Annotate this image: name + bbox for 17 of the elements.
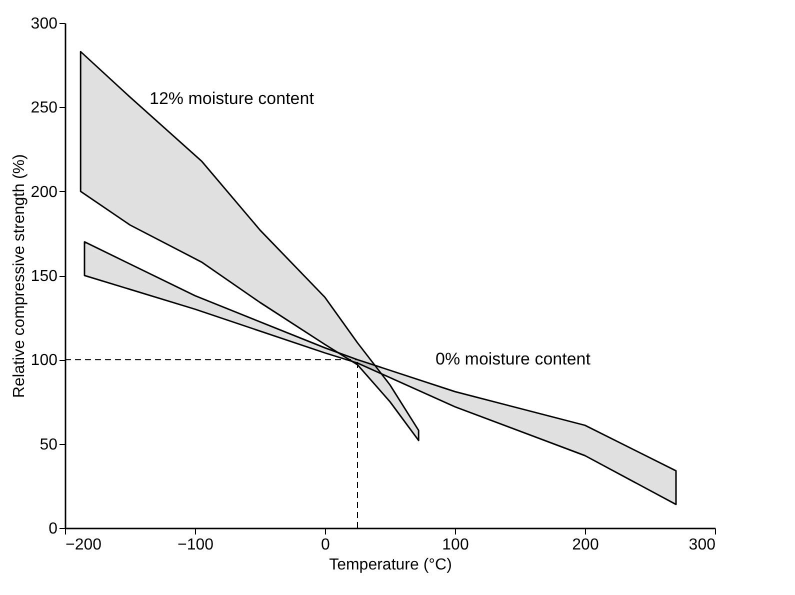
x-axis-title: Temperature (°C) xyxy=(329,556,452,574)
y-tick-label: 0 xyxy=(48,520,58,538)
y-tick-label: 100 xyxy=(30,352,58,370)
x-tick-label: 0 xyxy=(321,536,330,554)
y-tick-label: 250 xyxy=(30,100,58,117)
legend-label: 0% moisture content xyxy=(436,350,591,369)
y-tick-label: 200 xyxy=(30,184,58,201)
y-tick-label: 300 xyxy=(30,16,58,32)
x-tick-label: 200 xyxy=(572,536,599,554)
x-tick-label: −100 xyxy=(177,536,214,554)
y-axis-title: Relative compressive strength (%) xyxy=(10,154,28,398)
y-tick-label: 150 xyxy=(30,268,58,285)
x-tick-label: 100 xyxy=(442,536,469,554)
y-tick-label: 50 xyxy=(40,436,58,454)
x-tick-label: 300 xyxy=(688,536,716,554)
legend-label: 12% moisture content xyxy=(150,88,314,108)
x-tick-label: −200 xyxy=(66,536,102,554)
